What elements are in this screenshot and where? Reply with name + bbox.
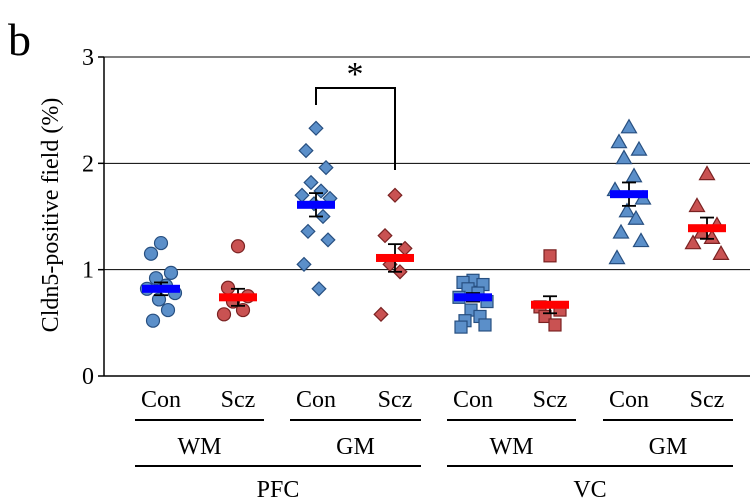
data-point	[153, 235, 169, 251]
data-point	[712, 245, 730, 260]
mean-bar	[688, 224, 726, 233]
y-tick-label: 0	[82, 364, 94, 390]
y-tick-label: 2	[82, 151, 94, 177]
data-point	[688, 197, 706, 213]
x-category-label: Scz	[378, 387, 413, 413]
tissue-label: GM	[336, 434, 375, 460]
data-point	[698, 165, 716, 181]
data-point	[387, 187, 403, 203]
data-point	[163, 265, 179, 280]
axes	[98, 56, 750, 377]
data-point	[220, 280, 236, 295]
y-tick-labels: 0 1 2 3	[82, 45, 94, 390]
data-point	[216, 307, 232, 322]
mean-bar	[142, 284, 180, 293]
x-category-labels: Con Scz Con Scz Con Scz Con Scz	[141, 387, 724, 413]
region-label: PFC	[257, 477, 300, 503]
data-point	[684, 234, 702, 250]
data-point	[311, 281, 327, 297]
data-point	[145, 313, 161, 328]
x-category-label: Con	[141, 387, 181, 413]
data-point	[630, 140, 648, 156]
x-category-label: Con	[609, 387, 649, 413]
group-labels: WM GM WM GM PFC VC	[135, 419, 733, 503]
data-point	[318, 159, 334, 176]
tissue-label: GM	[649, 434, 688, 460]
mean-bar	[297, 200, 335, 209]
data-point	[313, 183, 329, 199]
significance-annotation: *	[315, 56, 396, 170]
data-point	[235, 302, 251, 318]
data-point	[632, 232, 650, 248]
region-label: VC	[573, 477, 606, 503]
mean-bar	[376, 253, 414, 262]
data-point	[294, 187, 310, 203]
data-point	[303, 174, 319, 191]
data-point	[478, 318, 492, 332]
data-point	[296, 256, 312, 272]
data-point	[148, 271, 164, 286]
data-point	[454, 320, 468, 334]
y-axis-label: Cldn5-positive field (%)	[38, 98, 64, 333]
x-category-label: Con	[296, 387, 336, 413]
data-point	[627, 209, 645, 225]
data-point	[610, 133, 628, 149]
x-category-label: Scz	[533, 387, 568, 413]
data-point	[615, 149, 633, 165]
data-point	[543, 249, 557, 263]
data-point	[612, 223, 630, 239]
data-point	[548, 318, 562, 332]
mean-bar	[531, 300, 569, 309]
panel-label: b	[8, 14, 31, 65]
data-point	[620, 118, 638, 134]
mean-bar	[610, 190, 648, 199]
data-point	[300, 223, 316, 240]
y-tick-label: 1	[82, 258, 94, 284]
data-point	[377, 227, 393, 244]
tissue-label: WM	[178, 434, 222, 460]
data-point	[618, 202, 636, 218]
significance-bracket	[315, 87, 396, 170]
data-point	[608, 249, 626, 265]
x-category-label: Scz	[221, 387, 256, 413]
data-point	[160, 302, 176, 318]
tissue-label: WM	[490, 434, 534, 460]
gridlines	[104, 56, 750, 271]
mean-sem-bars	[142, 181, 726, 315]
data-point	[143, 246, 159, 261]
data-point	[298, 142, 314, 159]
data-point	[230, 239, 246, 254]
x-category-label: Scz	[690, 387, 725, 413]
data-point	[373, 306, 389, 322]
data-point	[308, 120, 324, 136]
data-point	[151, 292, 167, 307]
data-point	[703, 229, 721, 244]
data-point	[320, 232, 336, 248]
mean-bar	[454, 293, 492, 302]
mean-bar	[219, 293, 257, 302]
y-tick-label: 3	[82, 45, 94, 71]
significance-marker: *	[347, 56, 364, 93]
data-point	[625, 167, 643, 183]
x-category-label: Con	[453, 387, 493, 413]
